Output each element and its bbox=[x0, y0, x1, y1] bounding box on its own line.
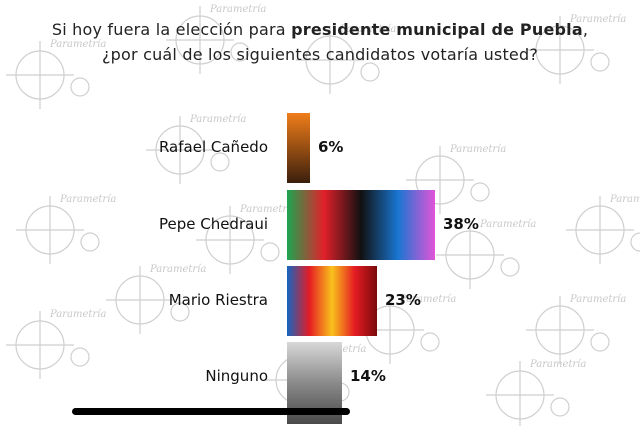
watermark-motif bbox=[526, 16, 610, 84]
watermark-text: Parametría bbox=[239, 204, 296, 215]
watermark-text: Parametría bbox=[189, 114, 246, 125]
watermark-motif bbox=[526, 296, 610, 364]
watermark-text: Parametría bbox=[339, 24, 396, 35]
watermark-text: Parametría bbox=[399, 294, 456, 305]
bar-0 bbox=[287, 113, 310, 183]
watermark-motif bbox=[166, 6, 250, 74]
watermark-motif bbox=[486, 361, 570, 426]
watermark-text: Parametría bbox=[479, 219, 536, 230]
watermark-text: Parametría bbox=[149, 264, 206, 275]
watermark-text: Parametría bbox=[59, 194, 116, 205]
watermark-text: Parametría bbox=[529, 359, 586, 370]
watermark-motif bbox=[436, 221, 520, 289]
watermark-motif bbox=[196, 206, 280, 274]
watermark-motif bbox=[106, 266, 190, 334]
watermark-text: Parametría bbox=[449, 144, 506, 155]
value-label-1: 38% bbox=[443, 215, 479, 233]
chart-title-line-1: Si hoy fuera la elección para presidente… bbox=[51, 20, 589, 39]
axis-baseline bbox=[72, 408, 350, 415]
chart-title-line-2: ¿por cuál de los siguientes candidatos v… bbox=[101, 45, 539, 64]
watermark-text: Parametría bbox=[49, 39, 106, 50]
watermark-text: Parametría bbox=[569, 14, 626, 25]
value-label-3: 14% bbox=[350, 367, 386, 385]
category-label-0: Rafael Cañedo bbox=[158, 138, 268, 156]
watermark-text: Parametría bbox=[49, 309, 106, 320]
bar-1 bbox=[287, 190, 435, 260]
value-label-2: 23% bbox=[385, 291, 421, 309]
watermark-text: Parametría bbox=[609, 194, 640, 205]
category-label-2: Mario Riestra bbox=[168, 291, 268, 309]
watermark-motif bbox=[16, 196, 100, 264]
chart-title-bold: presidente municipal de Puebla bbox=[291, 20, 583, 39]
category-label-3: Ninguno bbox=[205, 367, 268, 385]
watermark-motif bbox=[406, 146, 490, 214]
watermark-text: Parametría bbox=[209, 4, 266, 15]
watermark-motif bbox=[296, 26, 380, 94]
watermark-text: Parametría bbox=[569, 294, 626, 305]
watermark-motif bbox=[146, 116, 230, 184]
category-label-1: Pepe Chedraui bbox=[158, 215, 268, 233]
bar-2 bbox=[287, 266, 377, 336]
value-label-0: 6% bbox=[318, 138, 344, 156]
watermark-motif bbox=[566, 196, 640, 264]
watermark-motif bbox=[6, 41, 90, 109]
watermark-motif bbox=[6, 311, 90, 379]
